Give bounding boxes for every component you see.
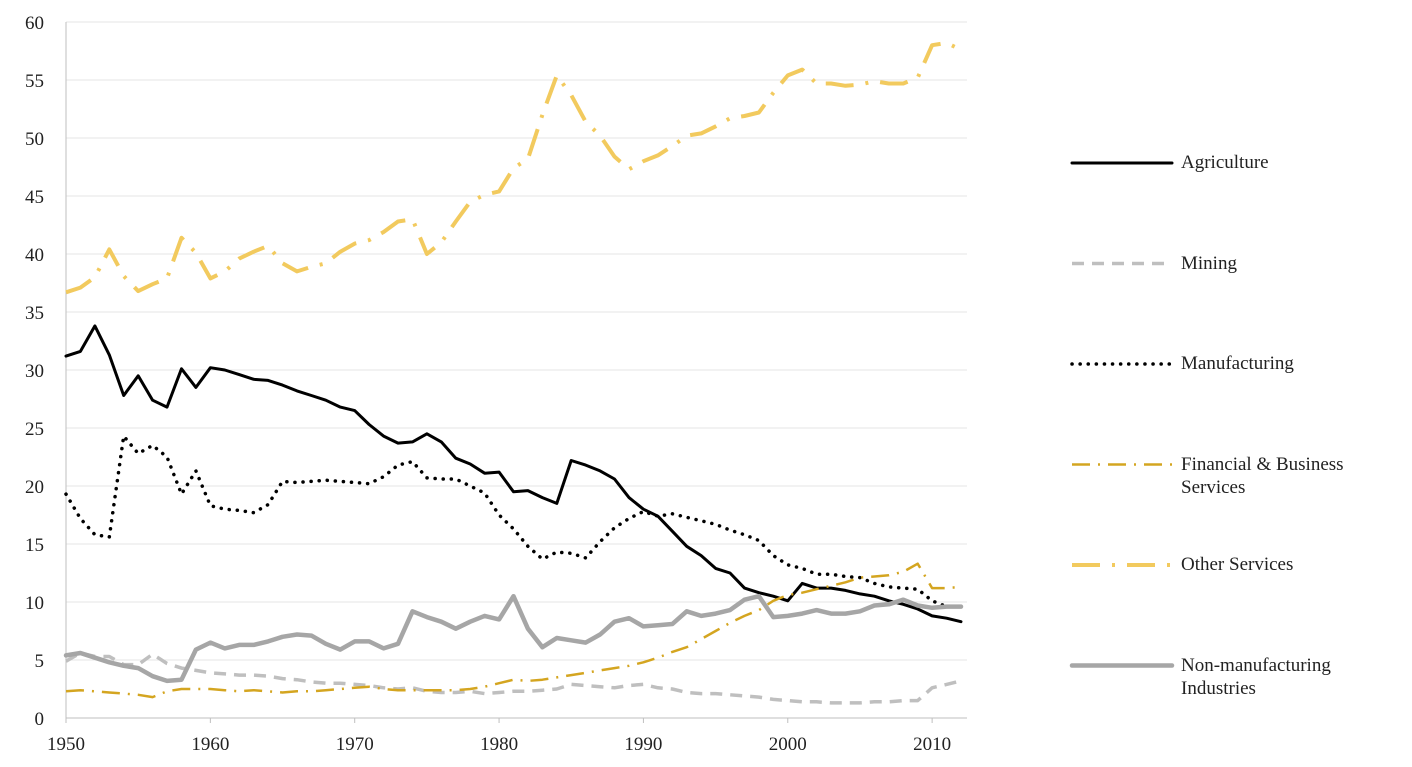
y-tick-label: 45: [25, 187, 44, 208]
x-tick-label: 1980: [480, 734, 518, 755]
y-tick-label: 5: [35, 651, 45, 672]
y-tick-label: 30: [25, 361, 44, 382]
series-line: [65, 651, 962, 705]
y-tick-label: 10: [25, 593, 44, 614]
y-tick-label: 20: [25, 477, 44, 498]
series-line: [63, 593, 964, 684]
y-tick-label: 50: [25, 129, 44, 150]
y-tick-label: 25: [25, 419, 44, 440]
y-tick-label: 55: [25, 71, 44, 92]
y-tick-label: 40: [25, 245, 44, 266]
x-tick-label: 1950: [47, 734, 85, 755]
series-line: [64, 324, 963, 624]
legend-label: Other Services: [1181, 554, 1294, 575]
y-tick-label: 0: [35, 709, 45, 730]
legend-label: Non-manufacturing Industries: [1181, 654, 1331, 699]
series-line: [65, 562, 962, 699]
legend-label: Agriculture: [1181, 152, 1269, 173]
x-tick-label: 2000: [769, 734, 807, 755]
y-tick-label: 15: [25, 535, 44, 556]
x-tick-label: 2010: [913, 734, 951, 755]
legend-label: Financial & Business Services: [1181, 453, 1344, 498]
y-tick-label: 60: [25, 13, 44, 34]
x-tick-label: 1990: [624, 734, 662, 755]
series-line: [64, 434, 963, 609]
legend-label: Manufacturing: [1181, 353, 1294, 374]
x-tick-label: 1960: [191, 734, 229, 755]
legend-label: Mining: [1181, 252, 1237, 274]
y-tick-label: 35: [25, 303, 44, 324]
series-line: [65, 40, 962, 295]
x-tick-label: 1970: [336, 734, 374, 755]
